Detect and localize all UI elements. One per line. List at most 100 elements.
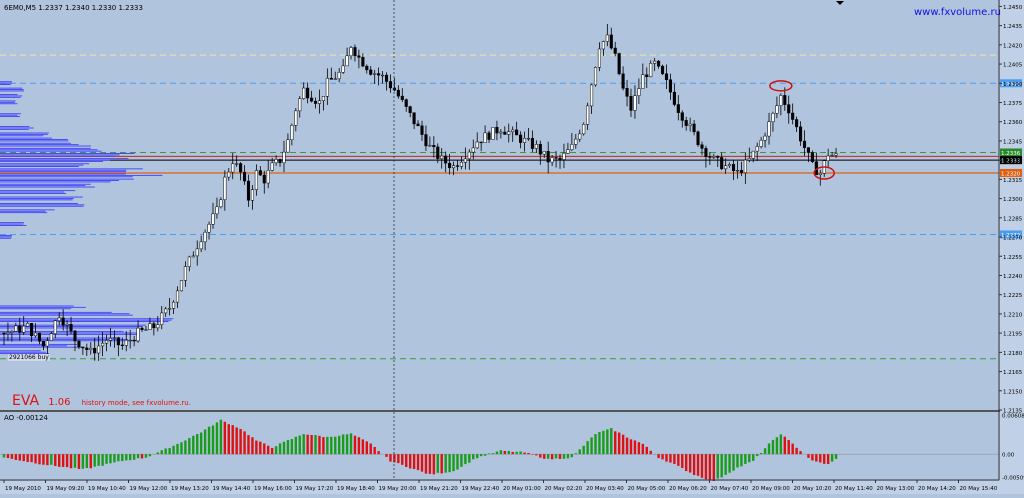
profile-bar-bottom-4-2 [0,333,138,335]
candle-body-203 [802,140,807,148]
x-tick-label-20: 20 May 11:40 [835,486,873,492]
profile-bar-bottom-5-0 [0,337,121,339]
candle-body-200 [791,112,795,120]
candle-body-136 [538,144,542,155]
candle-body-107 [424,134,428,147]
profile-bar-top-13-2 [0,171,127,173]
candle-body-186 [735,170,740,172]
profile-bar-top-0-0 [0,81,12,83]
profile-bar-top-21-2 [0,225,27,226]
profile-bar-bottom-2-1 [0,319,172,321]
candle-body-43 [172,301,176,309]
candle-body-53 [211,213,215,225]
candle-body-0 [2,332,6,335]
y-tick-label-18: 1.2180 [1003,351,1023,357]
profile-bar-top-13-1 [0,169,127,171]
candle-body-127 [503,131,507,135]
candle-body-94 [373,73,377,75]
candle-body-138 [546,151,550,163]
candle-body-122 [483,132,487,143]
profile-bar-top-22-0 [0,235,12,236]
candle-body-48 [191,255,195,258]
candle-body-59 [235,163,239,165]
candle-body-26 [104,340,109,344]
level-tag-2 [1000,148,1022,157]
candle-body-188 [743,159,747,174]
profile-bar-top-15-0 [0,178,134,180]
candle-body-183 [724,165,728,170]
candle-body-77 [306,87,310,99]
level-tag-text-2: 1.2336 [1001,151,1021,157]
x-tick-label-22: 20 May 14:20 [918,486,956,492]
profile-bar-top-21-1 [0,223,24,225]
candle-body-31 [124,339,128,346]
candle-body-44 [175,290,180,303]
candle-body-176 [696,131,700,146]
candle-body-96 [381,74,385,77]
candle-body-15 [61,317,65,326]
profile-bar-bottom-0-1 [0,306,86,308]
x-tick-label-9: 19 May 20:00 [379,486,417,492]
candle-body-30 [120,344,124,346]
candle-body-66 [262,174,266,184]
profile-bar-top-6-1 [0,133,48,135]
candle-body-102 [404,99,408,107]
profile-bar-top-8-0 [0,142,71,144]
profile-bar-bottom-6-1 [0,345,67,347]
candle-body-113 [448,162,452,169]
x-tick-label-8: 19 May 18:40 [337,486,375,492]
candle-body-37 [148,323,152,330]
x-tick-label-11: 19 May 22:40 [462,486,500,492]
candle-body-198 [783,95,787,105]
candle-body-144 [570,144,574,150]
profile-bar-top-8-1 [0,144,79,146]
candle-body-140 [554,157,558,159]
x-tick-label-16: 20 May 06:20 [669,486,707,492]
candle-body-20 [81,346,85,349]
profile-bar-top-14-2 [0,176,133,178]
site-link[interactable]: www.fxvolume.ru [914,7,1001,18]
candle-body-164 [649,63,653,77]
candle-body-33 [132,339,136,342]
buy-note-text: 2921066 buy [9,354,49,361]
profile-bar-top-17-0 [0,190,76,192]
profile-bar-bottom-6-0 [0,343,78,345]
profile-bar-top-17-1 [0,191,65,193]
candle-body-155 [613,47,617,54]
candle-body-82 [325,77,329,97]
candle-body-118 [467,151,471,160]
profile-bar-top-20-0 [0,209,55,211]
y-tick-label-2: 1.2420 [1003,43,1023,49]
profile-bar-top-6-0 [0,132,49,134]
candle-body-55 [219,199,223,208]
profile-bar-top-2-0 [0,94,18,95]
candle-body-147 [582,124,586,135]
profile-bar-bottom-3-0 [0,324,147,326]
y-tick-label-20: 1.2150 [1003,389,1023,395]
candle-body-28 [112,337,116,339]
profile-bar-top-8-2 [0,145,91,147]
candle-body-160 [633,95,637,111]
candle-body-153 [605,34,609,42]
candle-body-14 [57,317,61,321]
candle-body-185 [731,164,736,171]
x-tick-label-7: 19 May 17:20 [296,486,334,492]
candle-body-197 [779,95,783,106]
candle-body-51 [203,231,207,243]
profile-bar-top-5-0 [0,126,30,128]
x-tick-label-21: 20 May 13:00 [877,486,915,492]
x-tick-label-5: 19 May 14:40 [213,486,251,492]
candle-body-120 [475,141,479,149]
profile-bar-bottom-2-0 [0,318,174,320]
level-tag-6 [1000,230,1022,239]
profile-bar-top-21-0 [0,222,24,224]
candle-body-71 [282,151,286,164]
profile-bar-top-10-0 [0,153,135,154]
candle-body-1 [6,332,10,334]
site-label[interactable]: www.fxvolume.ru [914,7,1001,18]
candle-body-79 [313,100,318,104]
profile-bar-top-22-2 [0,237,12,239]
profile-bar-top-1-2 [0,90,25,92]
candle-body-45 [179,280,184,292]
